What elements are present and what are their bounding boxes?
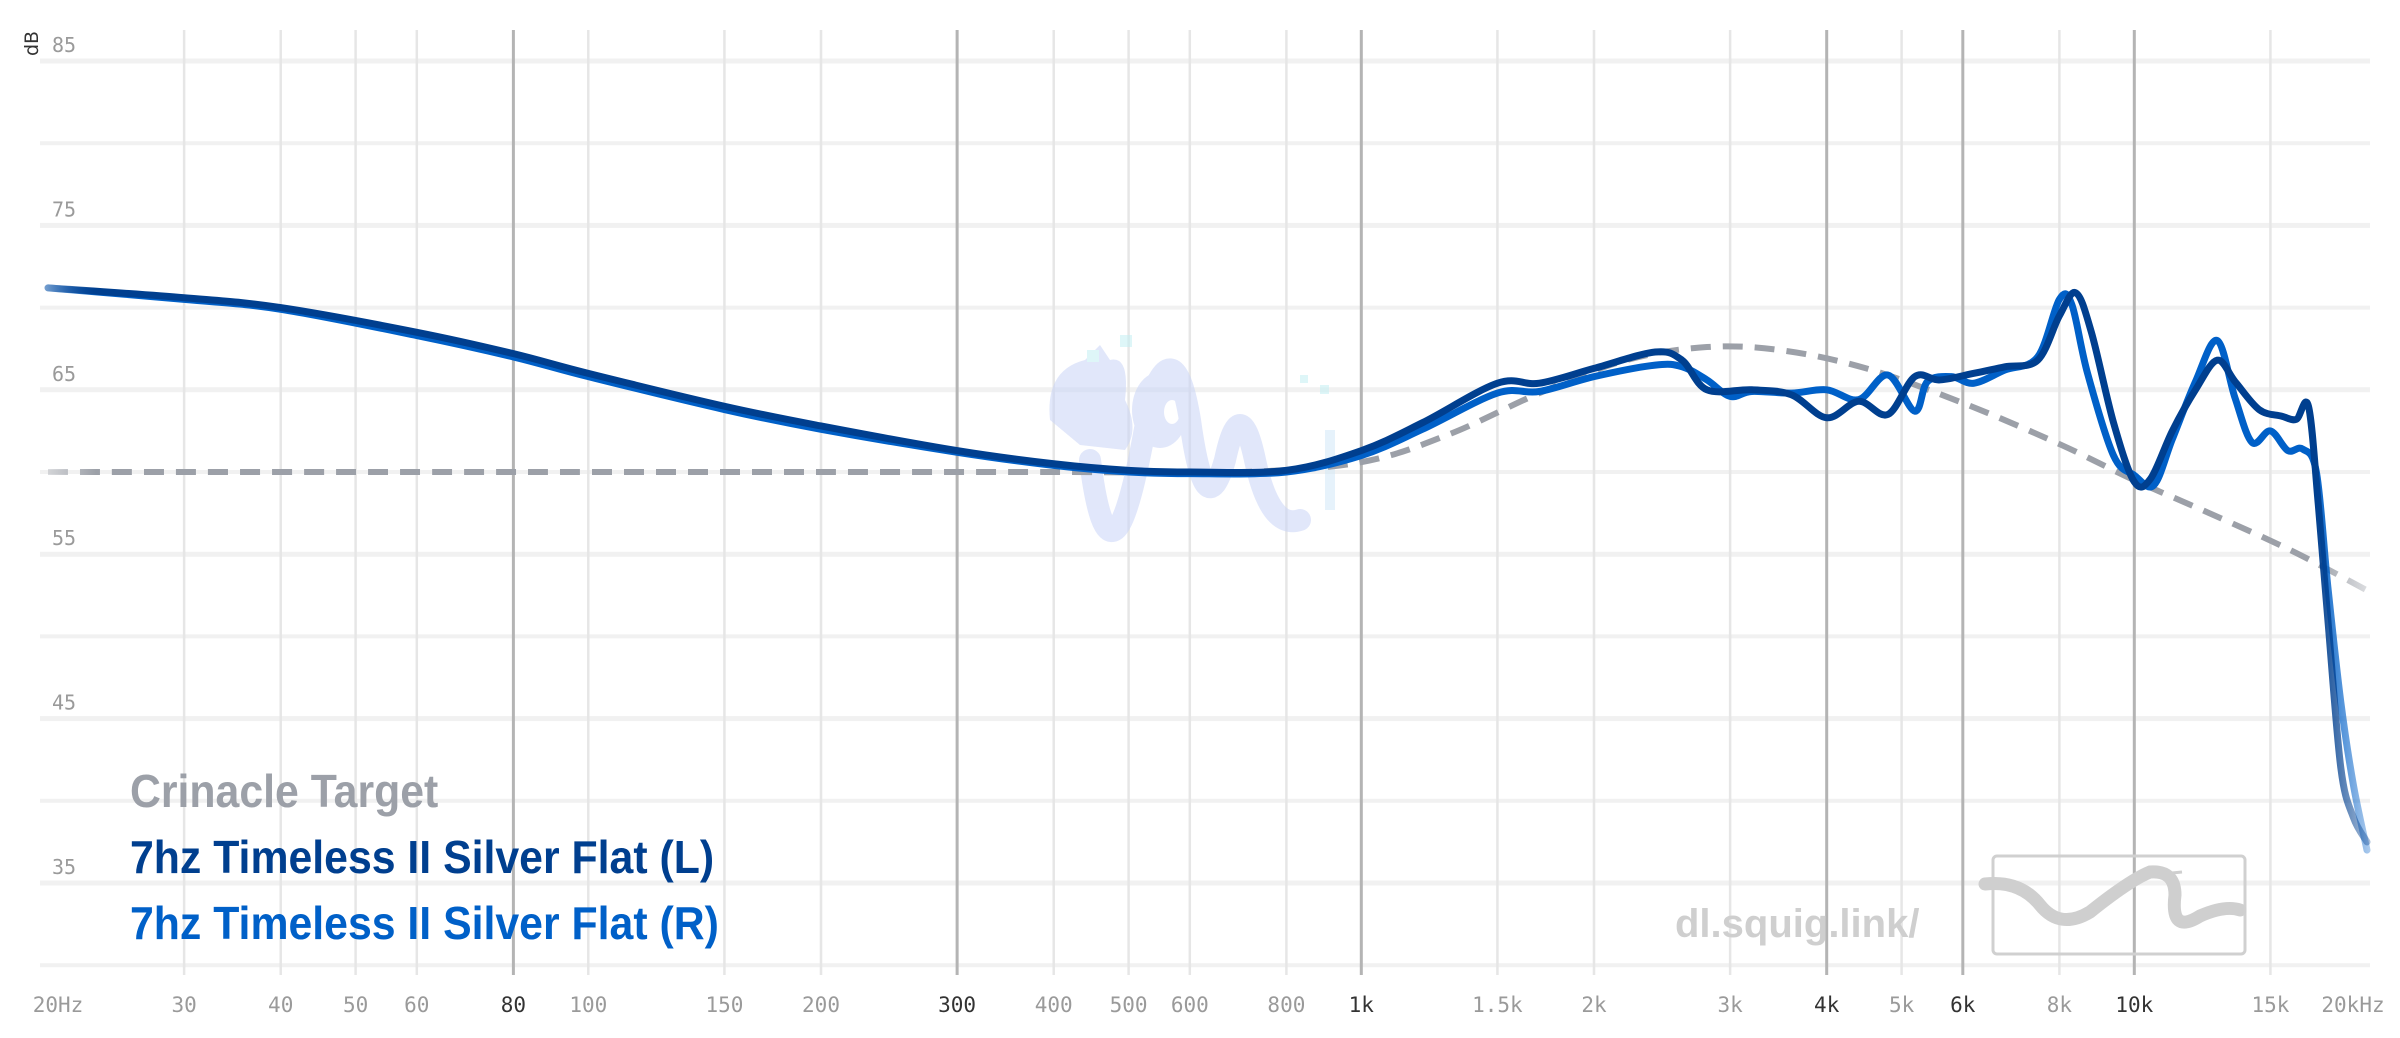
squiglink-box-logo — [1978, 854, 2247, 956]
y-tick-label: 65 — [52, 362, 76, 386]
x-tick-label: 2k — [1581, 993, 1607, 1017]
squiglink-watermark-logo — [1049, 335, 1335, 542]
x-tick-label: 15k — [2251, 993, 2289, 1017]
x-axis-ticks: 20Hz 30 40 50 60 80 100 150 200 300 400 500 600 800 1k… — [33, 993, 2385, 1017]
y-tick-label: 55 — [52, 526, 76, 550]
x-tick-label: 20kHz — [2321, 993, 2384, 1017]
x-tick-label: 3k — [1717, 993, 1743, 1017]
watermark-url: dl.squig.link/ — [1675, 902, 1920, 946]
series-line-0 — [48, 343, 2369, 594]
x-tick-label: 600 — [1171, 993, 1209, 1017]
x-tick-label: 6k — [1950, 993, 1976, 1017]
x-tick-label: 30 — [171, 993, 196, 1017]
x-tick-label: 5k — [1889, 993, 1915, 1017]
x-tick-label: 500 — [1110, 993, 1148, 1017]
x-tick-label: 150 — [705, 993, 743, 1017]
x-tick-label: 60 — [404, 993, 429, 1017]
vertical-gridlines — [182, 30, 2272, 975]
x-tick-label: 800 — [1267, 993, 1305, 1017]
y-axis-unit-label: dB — [21, 31, 43, 56]
x-tick-label: 100 — [569, 993, 607, 1017]
legend-item-left[interactable]: 7hz Timeless II Silver Flat (L) — [130, 831, 715, 883]
y-axis-ticks: 85 75 65 55 45 35 — [52, 33, 76, 879]
y-tick-label: 35 — [52, 855, 76, 879]
x-tick-label: 8k — [2047, 993, 2073, 1017]
x-tick-label: 10k — [2115, 993, 2153, 1017]
legend: Crinacle Target 7hz Timeless II Silver F… — [130, 758, 719, 956]
y-tick-label: 75 — [52, 197, 76, 221]
legend-item-right[interactable]: 7hz Timeless II Silver Flat (R) — [130, 897, 719, 949]
x-tick-label: 50 — [343, 993, 368, 1017]
y-tick-label: 45 — [52, 691, 76, 715]
x-tick-label: 300 — [938, 993, 976, 1017]
legend-item-target[interactable]: Crinacle Target — [130, 765, 439, 817]
x-tick-label: 200 — [802, 993, 840, 1017]
x-tick-label: 80 — [501, 993, 526, 1017]
series-line-1 — [44, 284, 2371, 846]
x-tick-label: 400 — [1035, 993, 1073, 1017]
x-tick-label: 1.5k — [1472, 993, 1523, 1017]
plot-series — [44, 284, 2371, 854]
y-tick-label: 85 — [52, 33, 76, 57]
x-tick-label: 4k — [1814, 993, 1840, 1017]
x-tick-label: 40 — [268, 993, 293, 1017]
x-tick-label: 20Hz — [33, 993, 84, 1017]
x-tick-label: 1k — [1349, 993, 1375, 1017]
